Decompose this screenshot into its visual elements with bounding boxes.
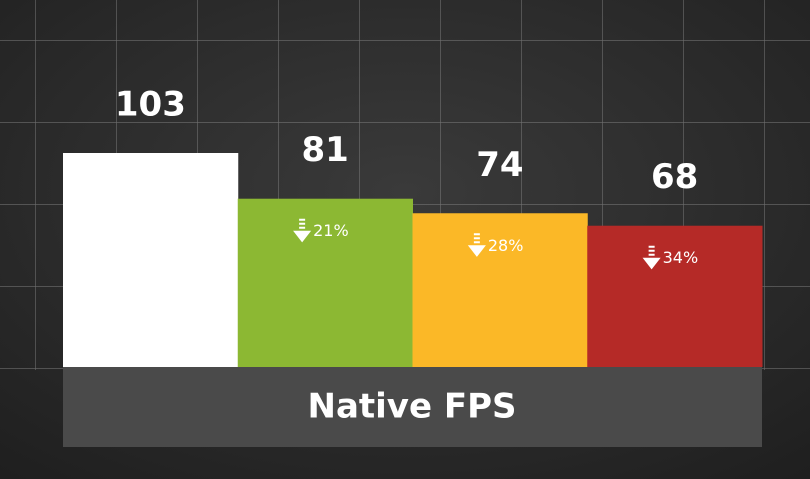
down-arrow-icon xyxy=(293,218,312,243)
label-band xyxy=(63,367,762,447)
down-arrow-icon xyxy=(467,233,486,257)
value-label: 81 xyxy=(301,130,348,170)
bar xyxy=(587,225,763,367)
value-label: 103 xyxy=(115,85,186,125)
bar xyxy=(412,213,588,367)
bar xyxy=(63,153,239,367)
value-label: 68 xyxy=(651,157,698,197)
bar xyxy=(237,198,413,367)
x-axis-label: Native FPS xyxy=(308,387,517,427)
drop-annotation: 28% xyxy=(488,236,524,255)
drop-annotation: 21% xyxy=(313,221,349,240)
drop-annotation: 34% xyxy=(663,248,699,267)
value-label: 74 xyxy=(476,145,523,185)
down-arrow-icon xyxy=(642,245,661,270)
